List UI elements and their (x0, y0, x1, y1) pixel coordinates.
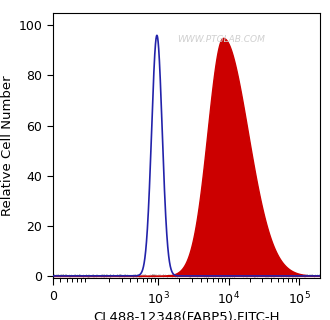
X-axis label: CL488-12348(FABP5),FITC-H: CL488-12348(FABP5),FITC-H (93, 311, 280, 320)
Y-axis label: Relative Cell Number: Relative Cell Number (1, 75, 14, 216)
Text: WWW.PTGLAB.COM: WWW.PTGLAB.COM (177, 35, 265, 44)
